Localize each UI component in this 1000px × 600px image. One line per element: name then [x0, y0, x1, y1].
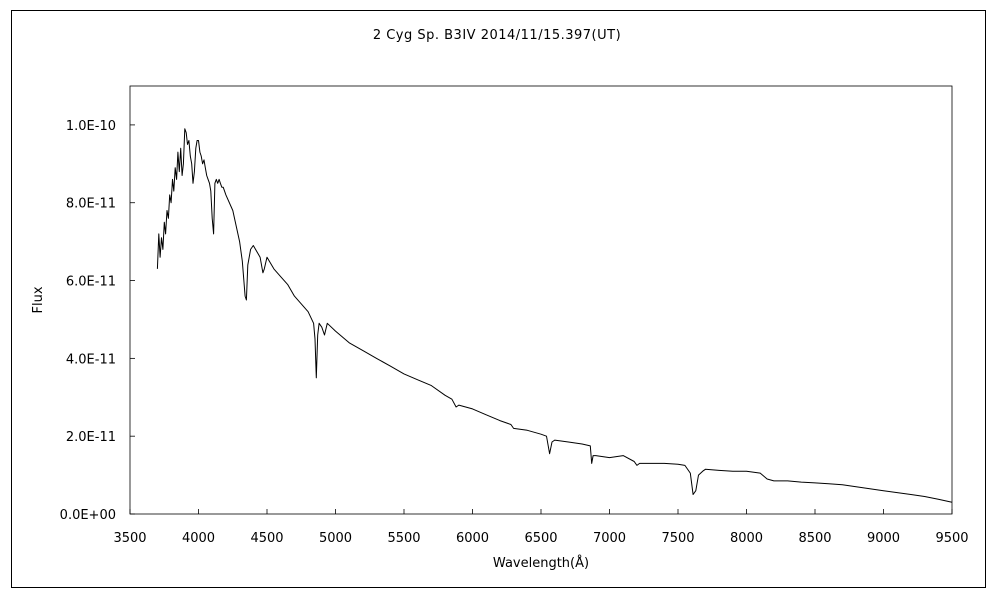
- spectrum-line: [156, 128, 953, 503]
- x-tick-label: 6500: [524, 531, 557, 546]
- x-axis: 3500 4000 4500 5000 5500 6000 6500 7000 7500 8000…: [113, 509, 969, 546]
- y-tick-label: 4.0E-11: [66, 352, 116, 367]
- y-tick-label: 2.0E-11: [66, 430, 116, 445]
- y-tick-label: 0.0E+00: [60, 508, 116, 523]
- y-tick-label: 8.0E-11: [66, 197, 116, 212]
- x-axis-label: Wavelength(Å): [493, 555, 589, 571]
- x-tick-label: 5500: [387, 531, 420, 546]
- x-tick-label: 4500: [250, 531, 283, 546]
- x-tick-label: 8000: [730, 531, 763, 546]
- chart-frame: [11, 10, 986, 588]
- x-tick-label: 3500: [113, 531, 146, 546]
- plot-area: [129, 85, 953, 515]
- y-axis: 0.0E+00 2.0E-11 4.0E-11 6.0E-11 8.0E-11 1.0E-…: [60, 119, 135, 523]
- x-tick-label: 5000: [319, 531, 352, 546]
- y-tick-label: 1.0E-10: [66, 119, 116, 134]
- y-tick-label: 6.0E-11: [66, 275, 116, 290]
- x-tick-label: 6000: [456, 531, 489, 546]
- chart-title: 2 Cyg Sp. B3IV 2014/11/15.397(UT): [373, 28, 621, 43]
- series-group: [156, 128, 953, 503]
- x-tick-label: 4000: [182, 531, 215, 546]
- x-tick-label: 8500: [798, 531, 831, 546]
- x-tick-label: 9500: [935, 531, 968, 546]
- y-axis-label: Flux: [31, 286, 46, 313]
- x-tick-label: 9000: [867, 531, 900, 546]
- x-tick-label: 7000: [593, 531, 626, 546]
- x-tick-label: 7500: [661, 531, 694, 546]
